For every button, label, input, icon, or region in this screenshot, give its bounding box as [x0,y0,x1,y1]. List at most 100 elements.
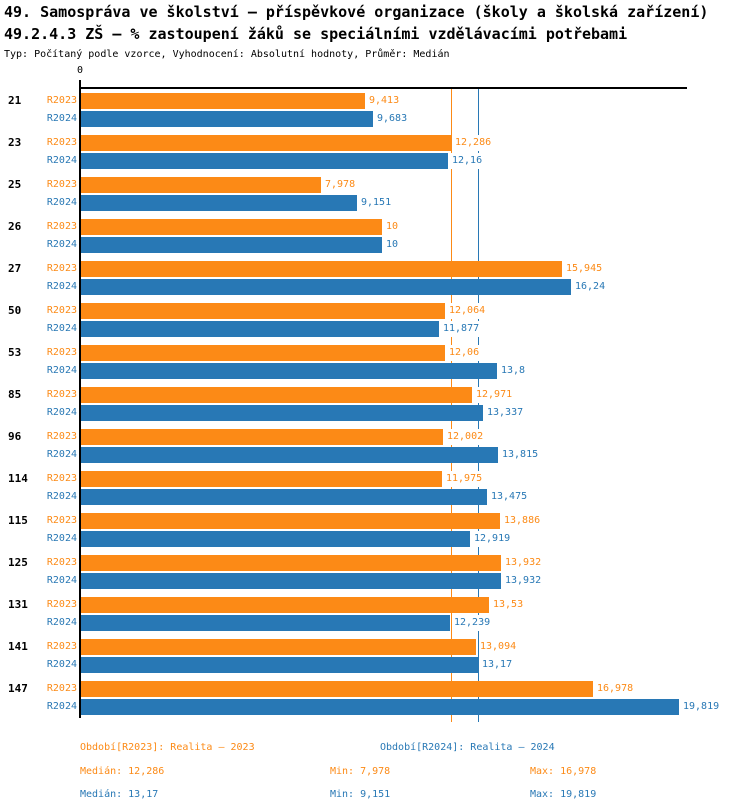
bar-r2024 [81,363,497,379]
x-axis-line [80,87,687,89]
series-label-r2024: R2024 [46,617,77,628]
category-label: 26 [8,220,22,233]
bar-r2024 [81,405,483,421]
legend-r2024: Období[R2024]: Realita – 2024 [380,742,555,753]
bar-r2024 [81,657,478,673]
bar-r2023 [81,303,445,319]
value-label: 13,932 [504,573,543,589]
series-label-r2024: R2024 [46,659,77,670]
value-label: 12,002 [446,429,485,445]
category-label: 85 [8,388,22,401]
series-label-r2023: R2023 [46,389,77,400]
bar-r2024 [81,195,357,211]
value-label: 12,064 [448,303,487,319]
value-label: 13,53 [492,597,525,613]
bar-r2024 [81,489,487,505]
value-label: 7,978 [324,177,357,193]
y-axis-line [79,87,81,718]
series-label-r2024: R2024 [46,701,77,712]
bar-r2023 [81,93,365,109]
series-label-r2024: R2024 [46,575,77,586]
value-label: 13,337 [486,405,525,421]
bar-r2024 [81,111,373,127]
category-label: 131 [8,598,28,611]
bar-r2024 [81,153,448,169]
series-label-r2023: R2023 [46,557,77,568]
category-label: 125 [8,556,28,569]
bar-r2023 [81,597,489,613]
bar-r2023 [81,639,476,655]
stat-max-r2024: Max: 19,819 [530,789,597,800]
series-label-r2023: R2023 [46,683,77,694]
series-label-r2024: R2024 [46,281,77,292]
bar-r2024 [81,321,439,337]
series-label-r2023: R2023 [46,137,77,148]
series-label-r2023: R2023 [46,515,77,526]
series-label-r2023: R2023 [46,95,77,106]
value-label: 12,16 [451,153,484,169]
value-label: 13,475 [490,489,529,505]
value-label: 10 [385,219,400,235]
value-label: 9,413 [368,93,401,109]
category-label: 141 [8,640,28,653]
value-label: 12,06 [448,345,481,361]
series-label-r2024: R2024 [46,449,77,460]
value-label: 13,094 [479,639,518,655]
stat-max-r2023: Max: 16,978 [530,766,597,777]
bar-r2023 [81,261,562,277]
category-label: 147 [8,682,28,695]
value-label: 13,8 [500,363,527,379]
value-label: 9,683 [376,111,409,127]
stat-min-r2023: Min: 7,978 [330,766,391,777]
x-axis-zero-label: 0 [76,65,84,76]
bar-r2024 [81,573,501,589]
category-label: 27 [8,262,22,275]
series-label-r2023: R2023 [46,179,77,190]
category-label: 23 [8,136,22,149]
series-label-r2024: R2024 [46,365,77,376]
value-label: 19,819 [682,699,721,715]
bar-r2024 [81,237,382,253]
bar-r2024 [81,447,498,463]
value-label: 12,919 [473,531,512,547]
value-label: 11,975 [445,471,484,487]
series-label-r2024: R2024 [46,155,77,166]
series-label-r2023: R2023 [46,263,77,274]
series-label-r2023: R2023 [46,347,77,358]
bar-r2023 [81,177,321,193]
series-label-r2023: R2023 [46,305,77,316]
bar-r2023 [81,555,501,571]
value-label: 16,978 [596,681,635,697]
value-label: 13,17 [481,657,514,673]
category-label: 21 [8,94,22,107]
series-label-r2023: R2023 [46,221,77,232]
series-label-r2024: R2024 [46,239,77,250]
value-label: 12,971 [475,387,514,403]
series-label-r2024: R2024 [46,491,77,502]
stat-median-r2023: Medián: 12,286 [80,766,165,777]
value-label: 11,877 [442,321,481,337]
page-title: 49. Samospráva ve školství – příspěvkové… [4,3,709,21]
series-label-r2023: R2023 [46,473,77,484]
stat-min-r2024: Min: 9,151 [330,789,391,800]
category-label: 25 [8,178,22,191]
value-label: 13,932 [504,555,543,571]
value-label: 12,239 [453,615,492,631]
category-label: 53 [8,346,22,359]
value-label: 13,815 [501,447,540,463]
bar-r2024 [81,531,470,547]
bar-r2023 [81,219,382,235]
series-label-r2023: R2023 [46,431,77,442]
value-label: 15,945 [565,261,604,277]
value-label: 12,286 [454,135,493,151]
series-label-r2024: R2024 [46,407,77,418]
series-label-r2023: R2023 [46,641,77,652]
bar-r2023 [81,681,593,697]
stat-median-r2024: Medián: 13,17 [80,789,159,800]
bar-r2023 [81,345,445,361]
series-label-r2024: R2024 [46,197,77,208]
bar-r2024 [81,279,571,295]
value-label: 13,886 [503,513,542,529]
bar-r2023 [81,471,442,487]
